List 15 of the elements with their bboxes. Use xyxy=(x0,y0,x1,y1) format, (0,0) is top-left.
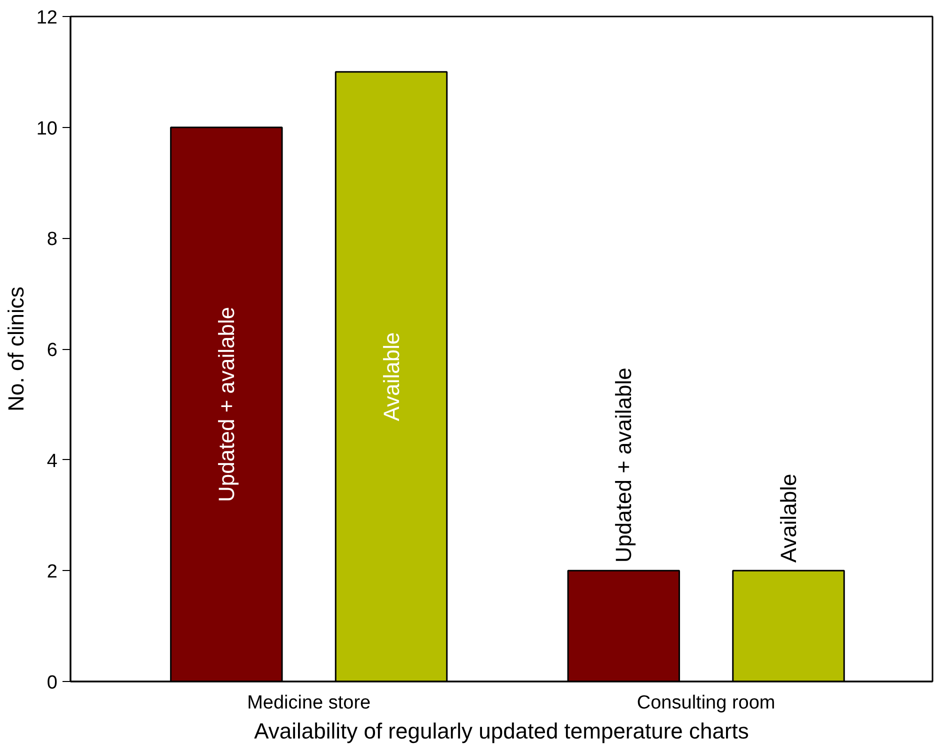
text: Available xyxy=(776,474,801,563)
y-tick-label: 10 xyxy=(36,118,58,140)
y-tick-label: 8 xyxy=(46,229,58,250)
y-tick-label: 12 xyxy=(36,8,58,28)
text: Updated + available xyxy=(611,368,636,563)
y-axis-title: No. of clinics xyxy=(3,286,28,412)
text: Updated + available xyxy=(214,306,239,502)
y-tick-label: 4 xyxy=(46,450,58,472)
x-tick-label: Consulting room xyxy=(636,692,776,714)
y-tick-label: 6 xyxy=(46,340,58,361)
y-tick-label: 0 xyxy=(46,672,58,694)
y-tick-label: 2 xyxy=(46,562,58,583)
x-axis-title: Availability of regularly updated temperature charts xyxy=(254,718,749,744)
text: Available xyxy=(378,332,404,422)
x-tick-label: Medicine store xyxy=(247,692,371,714)
